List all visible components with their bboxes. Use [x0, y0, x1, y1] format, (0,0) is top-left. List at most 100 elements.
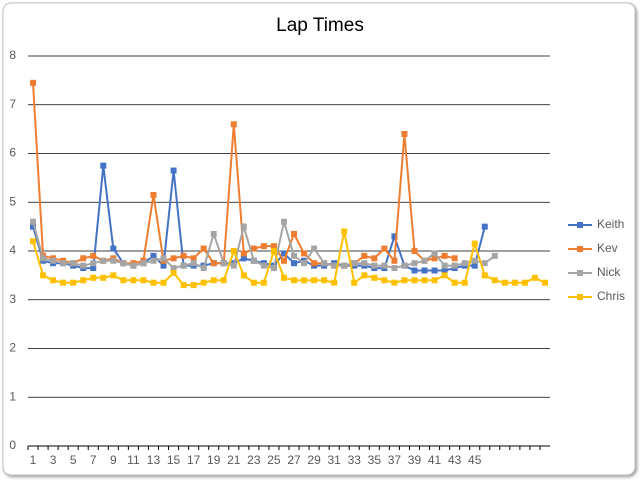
point — [491, 252, 498, 259]
legend-marker — [577, 246, 583, 252]
point — [190, 260, 197, 267]
point — [491, 277, 498, 284]
x-tick-label: 29 — [307, 453, 321, 467]
x-tick-label: 37 — [388, 453, 402, 467]
point — [140, 277, 147, 284]
point — [180, 282, 187, 289]
point — [170, 167, 177, 174]
point — [401, 262, 408, 269]
point — [481, 272, 488, 279]
point — [50, 257, 57, 264]
y-tick-label: 0 — [9, 438, 16, 452]
x-tick-label: 9 — [110, 453, 117, 467]
point — [361, 252, 368, 259]
point — [280, 257, 287, 264]
point — [511, 279, 518, 286]
x-tick-label: 33 — [348, 453, 362, 467]
point — [381, 277, 388, 284]
point — [200, 245, 207, 252]
point — [461, 279, 468, 286]
x-tick-label: 31 — [327, 453, 341, 467]
point — [90, 265, 97, 272]
point — [70, 260, 77, 267]
point — [471, 262, 478, 269]
point — [431, 267, 438, 274]
x-tick-label: 3 — [50, 453, 57, 467]
y-tick-label: 5 — [9, 194, 16, 208]
x-tick-label: 35 — [368, 453, 382, 467]
point — [240, 272, 247, 279]
point — [250, 257, 257, 264]
y-tick-label: 7 — [9, 97, 16, 111]
point — [260, 243, 267, 250]
point — [60, 260, 67, 267]
point — [280, 274, 287, 281]
point — [361, 272, 368, 279]
legend-label: Kev — [597, 241, 618, 255]
point — [451, 255, 458, 262]
point — [30, 238, 37, 245]
point — [80, 262, 87, 269]
point — [411, 267, 418, 274]
point — [341, 228, 348, 235]
point — [371, 262, 378, 269]
point — [130, 262, 137, 269]
point — [210, 230, 217, 237]
point — [291, 260, 298, 267]
point — [230, 121, 237, 128]
point — [331, 279, 338, 286]
chart-frame — [2, 2, 636, 476]
point — [441, 272, 448, 279]
point — [250, 245, 257, 252]
point — [321, 277, 328, 284]
point — [421, 267, 428, 274]
x-tick-label: 27 — [287, 453, 301, 467]
legend-marker — [577, 222, 583, 228]
point — [421, 277, 428, 284]
x-tick-label: 17 — [187, 453, 201, 467]
legend-label: Keith — [597, 217, 624, 231]
point — [160, 262, 167, 269]
x-tick-label: 21 — [227, 453, 241, 467]
point — [411, 277, 418, 284]
point — [250, 279, 257, 286]
point — [100, 257, 107, 264]
point — [130, 277, 137, 284]
point — [291, 230, 298, 237]
point — [391, 257, 398, 264]
point — [110, 272, 117, 279]
point — [260, 262, 267, 269]
legend-label: Nick — [597, 265, 621, 279]
point — [321, 260, 328, 267]
point — [451, 262, 458, 269]
point — [80, 277, 87, 284]
point — [30, 223, 37, 230]
point — [90, 260, 97, 267]
x-tick-label: 43 — [448, 453, 462, 467]
point — [421, 257, 428, 264]
point — [160, 279, 167, 286]
point — [210, 277, 217, 284]
point — [411, 260, 418, 267]
x-tick-label: 5 — [70, 453, 77, 467]
point — [230, 248, 237, 254]
point — [431, 277, 438, 284]
y-tick-label: 3 — [9, 292, 16, 306]
point — [301, 277, 308, 284]
point — [220, 277, 227, 284]
point — [391, 265, 398, 272]
point — [441, 252, 448, 259]
point — [431, 250, 438, 257]
point — [531, 274, 538, 281]
legend-label: Chris — [597, 289, 625, 303]
point — [30, 79, 37, 86]
point — [451, 279, 458, 286]
point — [190, 282, 197, 289]
point — [240, 250, 247, 257]
point — [270, 248, 277, 254]
x-tick-label: 15 — [167, 453, 181, 467]
point — [190, 255, 197, 262]
point — [381, 245, 388, 252]
series-line — [32, 231, 546, 287]
point — [481, 223, 488, 230]
